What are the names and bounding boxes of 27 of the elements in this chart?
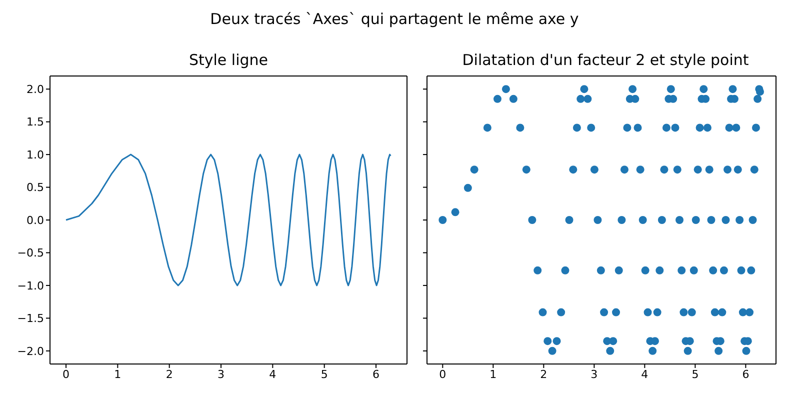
x-tick-label: 5 (692, 368, 699, 381)
y-tick-label: 1.5 (26, 116, 44, 129)
x-tick-label: 3 (218, 368, 225, 381)
y-tick-label: 2.0 (26, 82, 44, 96)
x-tick-label: 0 (439, 368, 446, 381)
y-tick-label: 0.0 (26, 214, 44, 227)
x-tick-label: 4 (269, 368, 276, 381)
x-tick-label: 0 (62, 368, 70, 381)
y-tick-label: −1.0 (17, 279, 44, 292)
chart-title: Dilatation d'un facteur 2 et style point (461, 51, 750, 69)
x-tick-label: 2 (540, 368, 548, 381)
y-tick-label: −1.5 (17, 312, 44, 326)
y-tick-label: −2.0 (17, 344, 44, 358)
x-tick-label: 3 (590, 368, 598, 381)
x-tick-label: 4 (641, 368, 648, 381)
y-tick-label: −0.5 (17, 246, 44, 260)
y-tick-label: 0.5 (26, 181, 44, 194)
x-tick-label: 2 (166, 368, 173, 381)
line-series (65, 154, 392, 286)
x-tick-label: 1 (114, 368, 122, 381)
x-tick-label: 1 (490, 368, 497, 381)
x-tick-label: 6 (372, 368, 380, 381)
x-tick-label: 6 (742, 368, 750, 381)
text: Deux tracés `Axes` qui partagent le même axe y (209, 10, 580, 28)
chart-title: Style ligne (188, 51, 270, 69)
y-tick-label: 1.0 (26, 148, 44, 162)
x-tick-label: 5 (320, 368, 328, 381)
